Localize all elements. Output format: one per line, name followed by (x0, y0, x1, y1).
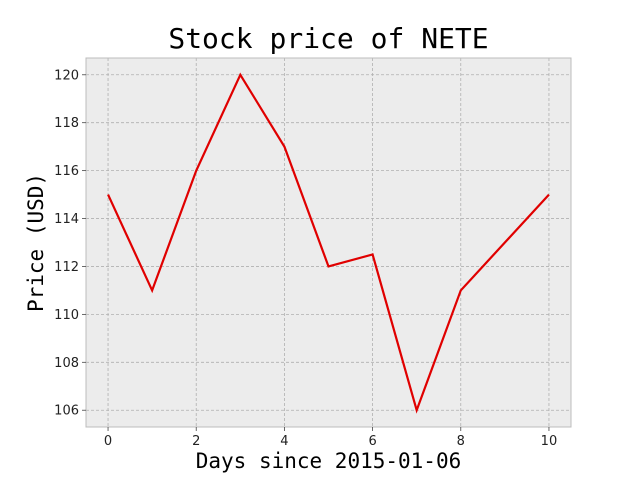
y-tick-label: 118 (54, 116, 79, 131)
x-tick-label: 4 (280, 434, 288, 449)
y-axis-label: Price (USD) (24, 173, 48, 312)
plot-area (86, 58, 571, 427)
x-tick-label: 6 (368, 434, 376, 449)
y-tick-label: 116 (54, 164, 79, 179)
plot-frame (85, 57, 572, 428)
x-axis-label: Days since 2015-01-06 (196, 449, 462, 473)
series-line (107, 72, 550, 414)
x-tick-label: 2 (192, 434, 200, 449)
y-tick-label: 106 (54, 404, 79, 419)
y-tick-label: 114 (54, 212, 79, 227)
y-tick-label: 112 (54, 260, 79, 275)
x-axis: 0 2 4 6 8 10 (104, 427, 557, 449)
y-tick-label: 110 (54, 308, 79, 323)
x-tick-label: 8 (457, 434, 465, 449)
x-tick-label: 0 (104, 434, 112, 449)
grid-lines (86, 58, 571, 427)
series-layer (107, 72, 550, 414)
x-tick-label: 10 (541, 434, 558, 449)
y-tick-label: 120 (54, 68, 79, 83)
y-tick-label: 108 (54, 356, 79, 371)
y-axis: 106 108 110 112 114 116 118 120 (54, 68, 86, 419)
chart-title: Stock price of NETE (168, 22, 488, 55)
